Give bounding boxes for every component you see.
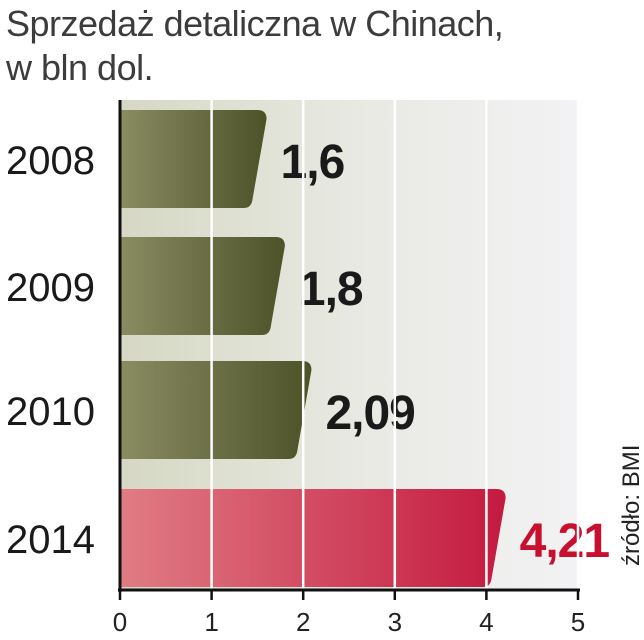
source-note: źródło: BMI — [618, 444, 644, 566]
bar-2010 — [120, 361, 312, 459]
bar-2014 — [120, 489, 506, 587]
value-label-2008: 1,6 — [281, 136, 345, 189]
category-label-2009: 2009 — [6, 266, 95, 310]
value-label-2009: 1,8 — [299, 263, 363, 316]
category-label-2014: 2014 — [6, 518, 95, 562]
x-tick-label-2: 2 — [296, 607, 310, 637]
x-tick-label-3: 3 — [388, 607, 402, 637]
chart-title: Sprzedaż detaliczna w Chinach, w bln dol… — [6, 2, 606, 90]
x-tick-label-5: 5 — [571, 607, 585, 637]
chart-title-line-1: Sprzedaż detaliczna w Chinach, — [6, 3, 504, 44]
category-label-2008: 2008 — [6, 139, 95, 183]
x-tick-label-0: 0 — [113, 607, 127, 637]
bar-2008 — [120, 110, 267, 208]
category-label-2010: 2010 — [6, 390, 95, 434]
x-tick-label-1: 1 — [204, 607, 218, 637]
bar-2009 — [120, 237, 285, 335]
value-label-2014: 4,21 — [520, 515, 610, 568]
value-label-2010: 2,09 — [325, 387, 414, 440]
chart-title-line-2: w bln dol. — [6, 47, 154, 88]
x-tick-label-4: 4 — [479, 607, 493, 637]
